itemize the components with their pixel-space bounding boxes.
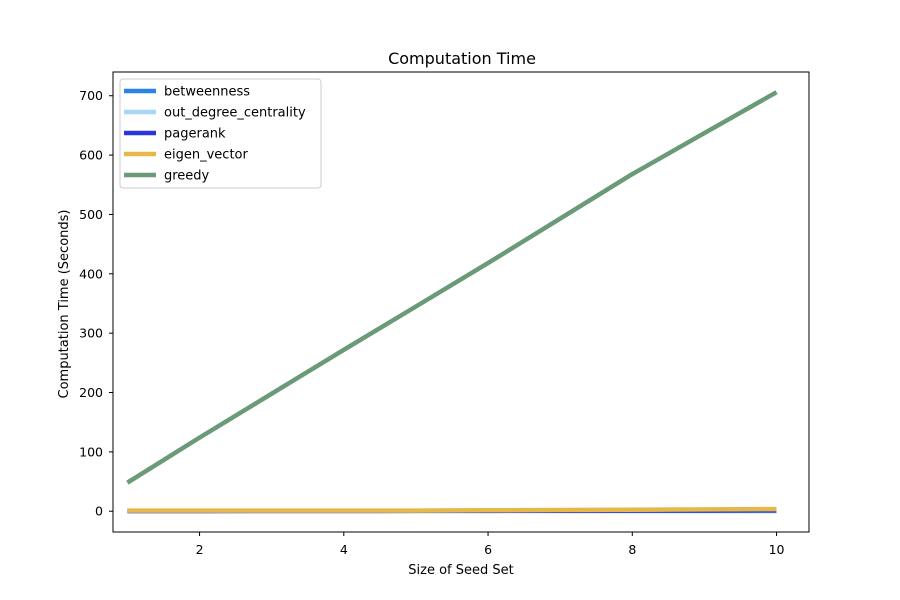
x-tick-label: 8: [628, 542, 636, 557]
legend: betweenness out_degree_centrality pagerank…: [119, 78, 322, 189]
x-axis-ticks: 2 4 6 8 10: [196, 532, 785, 557]
x-tick-label: 2: [196, 542, 204, 557]
y-axis-label: Computation Time (Seconds): [57, 210, 72, 399]
series-line-eigen_vector: [127, 506, 777, 513]
y-tick-label: 300: [79, 326, 103, 341]
y-tick-label: 100: [79, 444, 103, 459]
series-line-greedy: [126, 90, 778, 485]
y-tick-label: 700: [79, 88, 103, 103]
x-tick-label: 6: [484, 542, 492, 557]
x-axis-label: Size of Seed Set: [408, 563, 513, 578]
x-tick-label: 4: [340, 542, 348, 557]
y-tick-label: 0: [95, 504, 103, 519]
y-tick-label: 400: [79, 266, 103, 281]
chart-title: Computation Time: [388, 49, 536, 68]
y-tick-label: 200: [79, 385, 103, 400]
y-axis-ticks: 0 100 200 300 400 500 600 700: [79, 88, 113, 519]
y-tick-label: 600: [79, 148, 103, 163]
legend-label-pagerank: pagerank: [164, 127, 226, 142]
legend-label-betweenness: betweenness: [164, 85, 250, 100]
legend-label-greedy: greedy: [164, 169, 210, 184]
x-tick-label: 10: [769, 542, 785, 557]
plot-frame: [112, 71, 810, 533]
legend-box: [119, 78, 322, 189]
y-tick-label: 500: [79, 207, 103, 222]
series-lines: [126, 90, 778, 514]
legend-label-eigen_vector: eigen_vector: [164, 148, 248, 163]
legend-label-out_degree_centrality: out_degree_centrality: [164, 106, 306, 121]
